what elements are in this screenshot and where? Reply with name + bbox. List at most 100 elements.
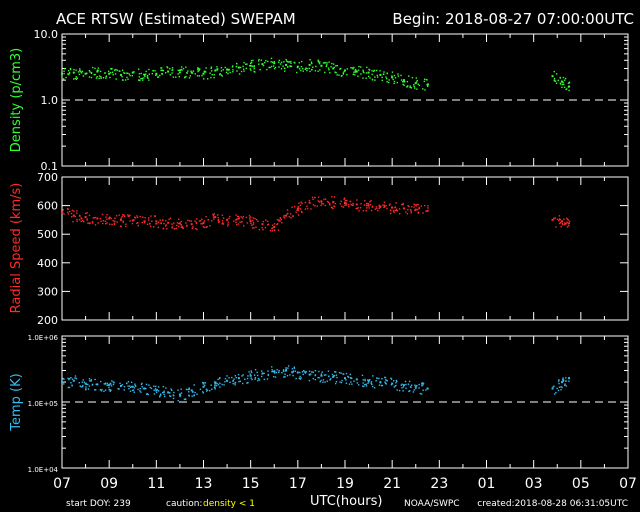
data-point <box>312 371 314 373</box>
data-point <box>321 371 323 373</box>
data-point <box>426 85 429 88</box>
data-point <box>560 386 562 388</box>
data-point <box>100 390 103 392</box>
data-point <box>395 202 397 204</box>
data-point <box>62 78 65 80</box>
data-point <box>131 222 134 225</box>
data-point <box>104 383 106 385</box>
data-point <box>359 207 362 209</box>
data-point <box>308 370 311 372</box>
data-point <box>213 76 215 79</box>
data-point <box>119 218 122 221</box>
data-point <box>261 227 263 229</box>
data-point <box>376 74 378 77</box>
data-point <box>122 220 124 222</box>
data-point <box>191 227 193 229</box>
data-point <box>197 67 199 69</box>
data-point <box>354 68 357 71</box>
data-point <box>564 77 567 80</box>
data-point <box>329 204 331 206</box>
data-point <box>335 71 337 74</box>
data-point <box>119 384 122 387</box>
data-point <box>218 221 221 223</box>
data-point <box>67 211 69 213</box>
data-point <box>144 222 146 224</box>
data-point <box>250 61 253 64</box>
data-point <box>104 389 107 391</box>
data-point <box>318 201 321 203</box>
data-point <box>88 214 91 217</box>
data-point <box>334 71 336 73</box>
data-point <box>333 66 335 69</box>
data-point <box>142 79 144 81</box>
data-point <box>129 386 132 389</box>
data-point <box>289 374 291 376</box>
data-point <box>328 69 330 71</box>
data-point <box>78 218 81 221</box>
data-point <box>82 219 84 222</box>
data-point <box>198 220 201 222</box>
temp-panel: 1.0E+04 1.0E+05 1.0E+06 Temp (K) <box>9 334 629 474</box>
data-point <box>95 389 97 391</box>
data-point <box>61 381 63 384</box>
data-point <box>258 379 261 381</box>
data-point <box>63 72 65 75</box>
data-point <box>213 218 215 220</box>
data-point <box>148 223 151 225</box>
data-point <box>558 219 560 222</box>
data-point <box>159 395 161 397</box>
data-point <box>338 371 341 374</box>
data-point <box>417 83 419 85</box>
data-point <box>89 222 91 224</box>
data-point <box>131 219 134 222</box>
data-point <box>249 374 252 377</box>
data-point <box>368 207 370 209</box>
data-point <box>283 376 285 378</box>
data-point <box>418 207 420 210</box>
data-point <box>422 389 424 391</box>
data-point <box>160 222 162 225</box>
data-point <box>227 69 229 71</box>
x-tick-label: 07 <box>619 476 637 492</box>
data-point <box>69 210 71 213</box>
data-point <box>196 393 198 395</box>
data-point <box>339 203 342 205</box>
y-tick-label: 1.0 <box>41 94 59 107</box>
data-point <box>280 67 283 70</box>
data-point <box>389 212 392 215</box>
data-point <box>317 59 319 61</box>
data-point <box>187 70 189 72</box>
data-point <box>131 385 134 388</box>
data-point <box>136 215 138 217</box>
data-point <box>173 228 176 230</box>
data-point <box>110 217 113 220</box>
data-point <box>75 76 78 78</box>
data-point <box>295 211 297 213</box>
data-point <box>209 225 211 227</box>
data-point <box>203 71 206 73</box>
data-point <box>245 63 247 65</box>
data-point <box>96 383 99 386</box>
data-point <box>304 372 307 374</box>
data-point <box>409 86 411 89</box>
data-point <box>91 221 94 223</box>
data-point <box>266 224 269 226</box>
data-point <box>565 380 567 382</box>
data-point <box>286 374 289 377</box>
data-point <box>94 73 96 76</box>
density-x-ticks <box>61 34 629 166</box>
data-point <box>222 217 225 219</box>
data-point <box>370 382 372 385</box>
data-point <box>241 375 243 377</box>
data-point <box>222 69 224 71</box>
data-point <box>214 382 217 385</box>
data-point <box>407 209 409 211</box>
data-point <box>234 375 237 377</box>
data-point <box>370 381 373 383</box>
data-point <box>71 378 74 380</box>
data-point <box>109 72 112 74</box>
data-point <box>372 375 374 377</box>
data-point <box>254 368 257 371</box>
data-point <box>255 226 257 228</box>
